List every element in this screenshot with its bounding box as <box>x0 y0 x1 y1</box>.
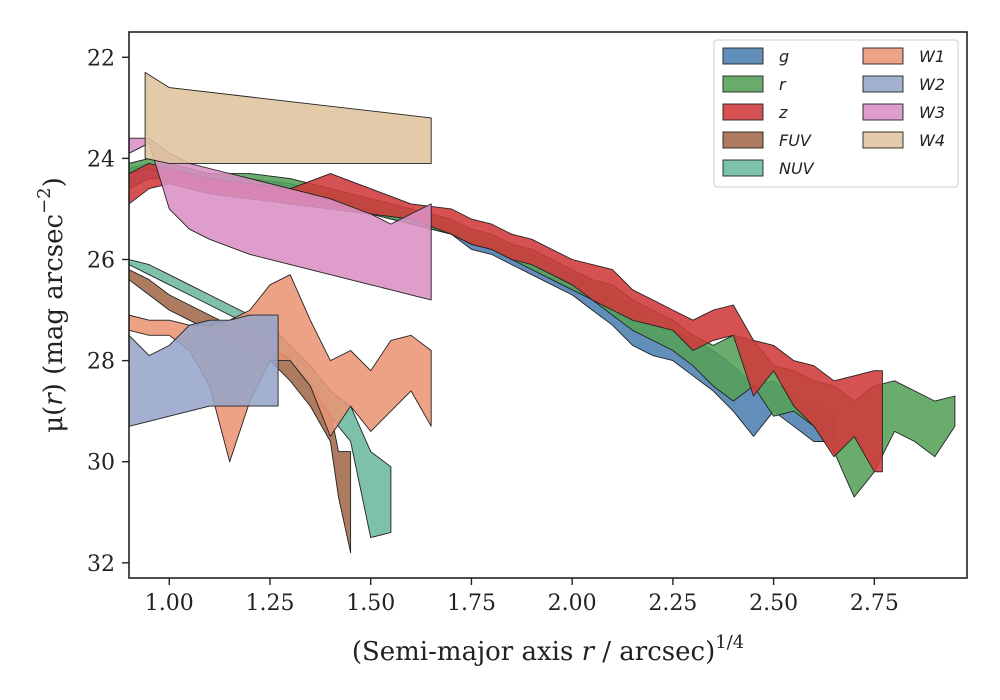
y-axis: 22 24 26 28 30 32 <box>87 46 129 577</box>
x-axis: 1.00 1.25 1.50 1.75 2.00 2.25 2.50 2.75 <box>145 578 899 616</box>
legend-label-w3: W3 <box>919 103 945 122</box>
series-band-w4 <box>144 71 432 164</box>
x-tick-label: 1.50 <box>346 591 395 616</box>
legend-label-w1: W1 <box>919 47 945 66</box>
legend-swatch-w2 <box>862 75 904 93</box>
legend-swatch-z <box>722 103 764 121</box>
legend-swatch-w4 <box>862 131 904 149</box>
x-tick-label: 2.00 <box>548 591 597 616</box>
x-axis-label: (Semi-major axis r / arcsec)1/4 <box>352 632 744 667</box>
series-band-z <box>129 162 883 473</box>
x-tick-label: 2.50 <box>749 591 798 616</box>
series-band-w2 <box>129 314 279 427</box>
x-tick-label: 2.25 <box>648 591 697 616</box>
x-tick-label: 2.75 <box>850 591 899 616</box>
legend-label-g: g <box>779 47 789 66</box>
legend-label-r: r <box>779 75 787 94</box>
y-axis-label: μ(r) (mag arcsec−2) <box>34 177 69 433</box>
x-tick-label: 1.75 <box>447 591 496 616</box>
y-tick-label: 32 <box>87 552 115 577</box>
legend-label-w2: W2 <box>919 75 945 94</box>
legend-swatch-w1 <box>862 47 904 65</box>
y-tick-label: 30 <box>87 451 115 476</box>
legend-swatch-w3 <box>862 103 904 121</box>
legend-label-z: z <box>778 103 788 122</box>
series-band-w3 <box>129 137 432 301</box>
legend-label-fuv: FUV <box>779 131 812 150</box>
legend: grz FUV NUV W1 W2 W3 W4 <box>713 39 959 188</box>
legend-label-nuv: NUV <box>779 159 815 178</box>
plot-area <box>129 71 956 554</box>
legend-swatch-r <box>722 75 764 93</box>
legend-swatch-fuv <box>722 131 764 149</box>
y-tick-label: 22 <box>87 46 115 71</box>
legend-swatch-g <box>722 47 764 65</box>
legend-label-w4: W4 <box>919 131 945 150</box>
y-tick-label: 24 <box>87 147 115 172</box>
plot-frame <box>128 31 968 579</box>
x-tick-label: 1.00 <box>145 591 194 616</box>
x-tick-label: 1.25 <box>246 591 295 616</box>
y-tick-label: 26 <box>87 249 115 274</box>
y-tick-label: 28 <box>87 350 115 375</box>
series-band-w1 <box>129 274 432 463</box>
legend-swatch-nuv <box>722 159 764 177</box>
